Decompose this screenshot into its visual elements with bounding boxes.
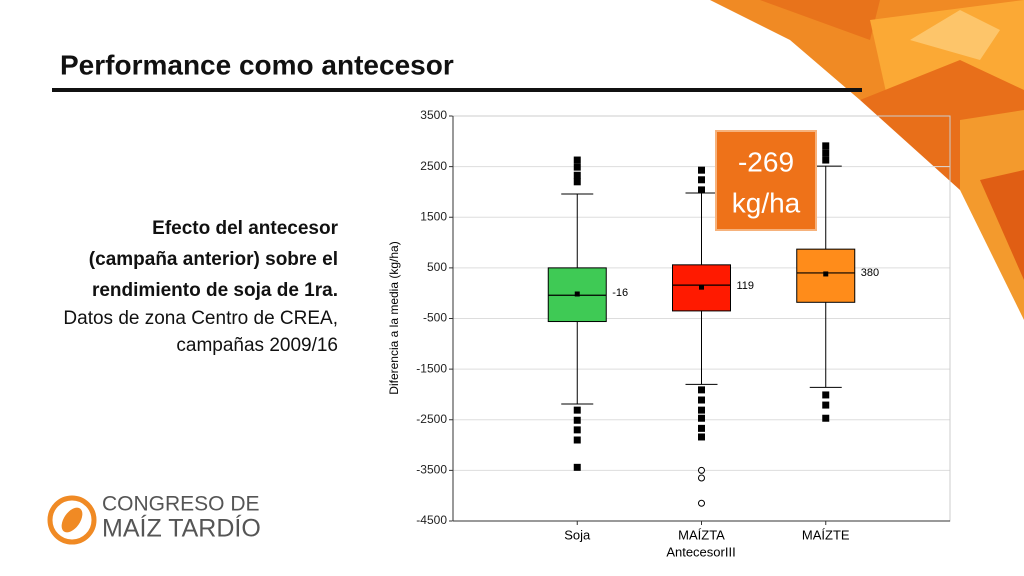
outlier	[698, 176, 705, 184]
y-tick-label: 1500	[420, 209, 447, 223]
outlier	[573, 416, 581, 424]
callout-text: kg/ha	[732, 187, 801, 218]
logo-line: CONGRESO DE	[102, 493, 260, 516]
mean-marker	[574, 291, 580, 297]
outlier	[698, 396, 705, 404]
outlier	[822, 142, 830, 150]
outlier	[698, 166, 705, 174]
outlier	[573, 156, 581, 164]
description-line: (campaña anterior) sobre el	[89, 249, 338, 270]
outlier	[698, 386, 705, 394]
decoration	[710, 0, 1024, 320]
description-line: Efecto del antecesor	[152, 218, 338, 239]
extreme	[698, 499, 705, 507]
chart: -4500 -3500 -2500 -1500 -500 500 1500 2500 3500 D…	[387, 108, 951, 559]
mean-marker	[699, 284, 704, 290]
y-tick-label: -500	[423, 311, 447, 325]
y-tick-label: -2500	[416, 412, 447, 426]
mean-label: 119	[737, 280, 755, 292]
outlier	[573, 163, 581, 171]
description-line: campañas 2009/16	[176, 335, 338, 356]
mean-marker	[823, 271, 829, 277]
outlier	[573, 178, 581, 186]
outlier	[573, 463, 581, 471]
outlier	[698, 414, 705, 422]
outlier	[698, 406, 705, 414]
outlier	[573, 436, 581, 444]
description-line: Datos de zona Centro de CREA,	[63, 308, 338, 329]
y-tick-label: 2500	[420, 159, 447, 173]
description-line: rendimiento de soja de 1ra.	[92, 280, 338, 301]
callout: -269 kg/ha	[715, 130, 817, 231]
outlier	[573, 171, 581, 179]
outlier	[822, 401, 830, 409]
outlier	[698, 424, 705, 432]
x-axis-label: AntecesorIII	[666, 544, 735, 559]
outlier	[822, 156, 830, 164]
outlier	[698, 433, 705, 441]
outlier	[698, 186, 705, 194]
description: Efecto del antecesor (campaña anterior) s…	[63, 218, 338, 356]
mean-label: 380	[861, 267, 879, 279]
callout-text: -269	[738, 146, 794, 177]
mean-label: -16	[612, 287, 628, 299]
outlier	[822, 149, 830, 157]
y-axis-label: Diferencia a la media (kg/ha)	[387, 241, 401, 394]
y-tick-label: -3500	[416, 463, 447, 477]
x-tick-label: MAÍZTA	[678, 527, 725, 542]
y-tick-label: 500	[427, 260, 447, 274]
y-tick-label: -1500	[416, 361, 447, 375]
outlier	[822, 391, 830, 399]
outlier	[822, 414, 830, 422]
x-tick-label: Soja	[564, 527, 591, 542]
extreme	[698, 466, 705, 474]
outlier	[573, 406, 581, 414]
y-tick-label: 3500	[420, 108, 447, 122]
logo-line: MAÍZ TARDÍO	[102, 514, 261, 543]
x-tick-label: MAÍZTE	[802, 527, 850, 542]
outlier	[573, 426, 581, 434]
extreme	[698, 474, 705, 482]
logo: CONGRESO DE MAÍZ TARDÍO	[47, 493, 261, 545]
y-tick-label: -4500	[416, 513, 447, 527]
slide-title: Performance como antecesor	[60, 49, 454, 80]
